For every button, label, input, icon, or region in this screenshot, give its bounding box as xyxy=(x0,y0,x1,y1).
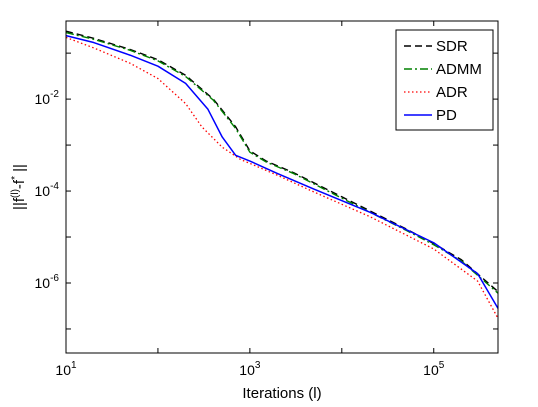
axis-ticks: 101 103 105 10-2 10-4 10-6 xyxy=(35,21,498,378)
series-lines xyxy=(65,30,499,319)
series-line-pd xyxy=(65,34,499,309)
legend-label-pd: PD xyxy=(436,107,457,124)
y-label-mid: -f xyxy=(11,179,28,189)
y-axis-label: ||f(l)-f* || xyxy=(10,164,28,210)
x-tick-label: 101 xyxy=(55,360,77,378)
y-tick-label: 10-2 xyxy=(35,89,60,107)
y-label-base: ||f xyxy=(11,197,28,210)
x-tick-label: 103 xyxy=(239,360,261,378)
legend-label-sdr: SDR xyxy=(436,38,468,55)
legend-box xyxy=(395,29,494,131)
y-label-sup2: * xyxy=(10,176,21,180)
y-tick-label: 10-4 xyxy=(35,181,60,199)
y-label-sup1: (l) xyxy=(10,189,21,198)
legend-label-adr: ADR xyxy=(436,84,468,101)
axes-frame xyxy=(65,20,499,354)
y-label-end: || xyxy=(11,164,28,176)
legend-label-admm: ADMM xyxy=(436,61,482,78)
legend: SDR ADMM ADR PD xyxy=(395,29,494,131)
x-axis-label: Iterations (l) xyxy=(242,385,321,402)
y-tick-label: 10-6 xyxy=(35,273,60,291)
series-line-admm xyxy=(65,31,499,294)
legend-items: SDR ADMM ADR PD xyxy=(404,38,482,124)
x-tick-label: 105 xyxy=(423,360,445,378)
